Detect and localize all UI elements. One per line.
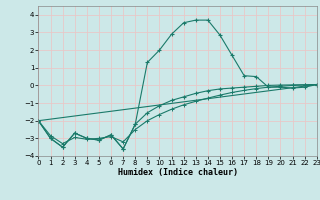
X-axis label: Humidex (Indice chaleur): Humidex (Indice chaleur) [118,168,238,177]
